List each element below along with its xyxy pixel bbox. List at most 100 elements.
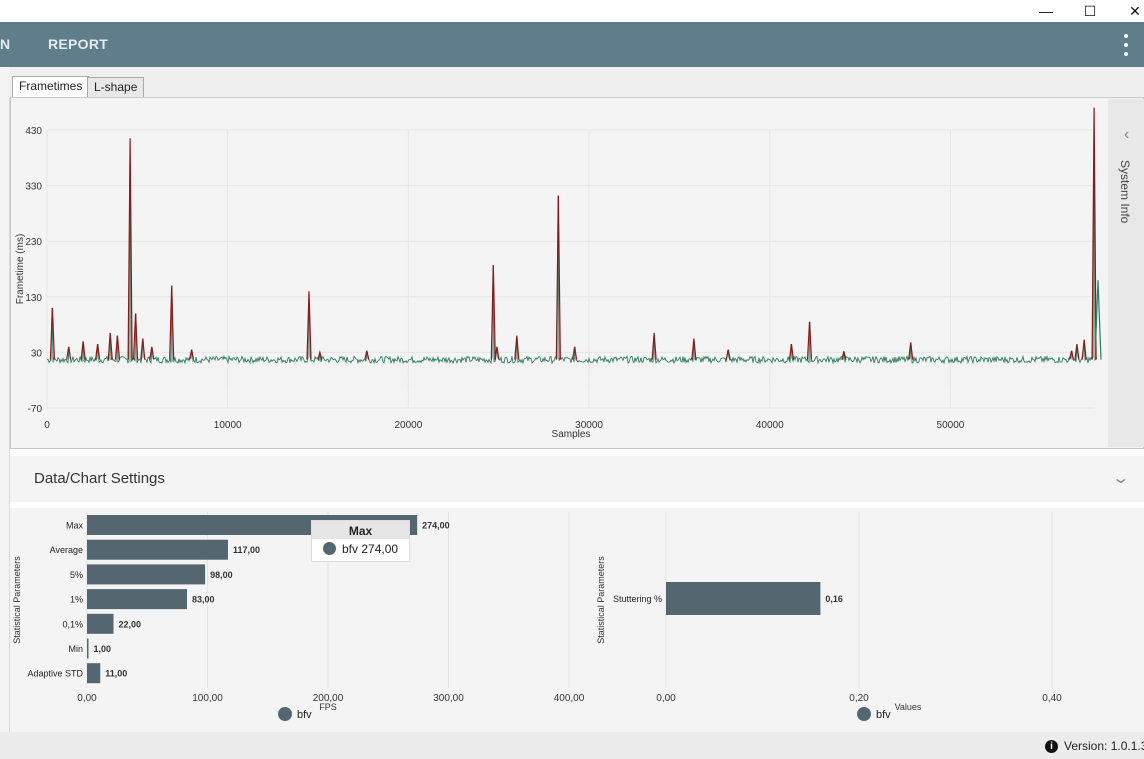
window-title-bar: — ☐ ✕ bbox=[0, 0, 1144, 22]
frametime-spike bbox=[788, 343, 795, 360]
system-info-label[interactable]: System Info bbox=[1118, 160, 1132, 224]
frametime-spike bbox=[514, 335, 520, 360]
frametime-spike bbox=[1074, 343, 1080, 360]
category-label: 0,1% bbox=[62, 619, 83, 629]
x-tick-label: 30000 bbox=[575, 420, 603, 431]
category-label: Max bbox=[66, 521, 84, 531]
legend-marker bbox=[857, 707, 871, 721]
chevron-down-icon[interactable]: ⌄ bbox=[1111, 470, 1131, 487]
category-label: 1% bbox=[70, 595, 83, 605]
y-axis-label: Statistical Parameters bbox=[596, 556, 606, 644]
chevron-left-icon[interactable]: ‹ bbox=[1124, 126, 1130, 143]
frametime-spike bbox=[572, 346, 578, 360]
x-tick-label: 50000 bbox=[937, 420, 965, 431]
frametime-spike bbox=[188, 349, 195, 360]
value-label: 22,00 bbox=[119, 619, 142, 629]
value-label: 274,00 bbox=[422, 521, 450, 531]
y-tick-label: 130 bbox=[25, 293, 42, 304]
frametime-spike bbox=[691, 338, 697, 360]
category-label: Stuttering % bbox=[613, 594, 662, 604]
y-tick-label: 330 bbox=[25, 182, 42, 193]
value-label: 1,00 bbox=[94, 644, 112, 654]
frametime-spike bbox=[490, 265, 496, 360]
x-axis-label: FPS bbox=[319, 702, 337, 712]
frametime-spike bbox=[306, 291, 312, 360]
x-tick-label: 300,00 bbox=[433, 693, 464, 704]
frametime-spike bbox=[80, 341, 86, 360]
y-tick-label: 30 bbox=[31, 348, 43, 359]
stuttering-chart: 0,00 0,20 0,40 Values Statistical Parameters… bbox=[596, 512, 1062, 721]
tab-frametimes[interactable]: Frametimes bbox=[12, 76, 90, 99]
tab-l-shape[interactable]: L-shape bbox=[87, 77, 145, 98]
settings-title: Data/Chart Settings bbox=[34, 470, 165, 487]
close-button[interactable]: ✕ bbox=[1129, 2, 1141, 19]
x-tick-label: 0,00 bbox=[656, 693, 676, 704]
frametime-spike bbox=[908, 342, 914, 360]
kebab-menu-icon[interactable] bbox=[1116, 34, 1136, 56]
frametime-spike bbox=[1081, 339, 1087, 360]
x-tick-label: 10000 bbox=[214, 420, 242, 431]
frametime-spike bbox=[140, 338, 146, 360]
value-label: 117,00 bbox=[233, 545, 260, 555]
system-info-panel[interactable] bbox=[1108, 99, 1144, 447]
status-bar bbox=[0, 732, 1144, 759]
legend-marker bbox=[278, 707, 292, 721]
frametime-spike bbox=[114, 335, 121, 360]
info-icon: i bbox=[1045, 740, 1058, 753]
minimize-button[interactable]: — bbox=[1039, 3, 1053, 19]
frametime-spike bbox=[149, 346, 155, 360]
y-axis-label: Statistical Parameters bbox=[12, 556, 22, 644]
data-chart-settings-bar[interactable] bbox=[10, 456, 1144, 502]
frametime-spike bbox=[1091, 107, 1097, 360]
y-tick-label: 430 bbox=[25, 126, 42, 137]
frametime-spike bbox=[364, 350, 370, 360]
nav-item-report[interactable]: REPORT bbox=[48, 36, 109, 52]
frametime-spike bbox=[49, 307, 56, 360]
legend-label: bfv bbox=[876, 709, 891, 721]
bar bbox=[87, 663, 101, 684]
bar bbox=[87, 638, 89, 659]
y-tick-label: 230 bbox=[25, 237, 42, 248]
tooltip-title: Max bbox=[312, 521, 409, 539]
frametime-spike bbox=[494, 346, 500, 360]
x-axis-label: Values bbox=[895, 702, 922, 712]
frametime-end-series bbox=[1094, 280, 1102, 360]
fps-statistics-chart: 0,00 100,00 200,00 300,00 400,00 FPS Statistic… bbox=[12, 512, 585, 721]
frametime-spike bbox=[127, 138, 133, 360]
x-tick-label: 40000 bbox=[756, 420, 784, 431]
value-label: 83,00 bbox=[192, 595, 215, 605]
tooltip-series-marker bbox=[323, 542, 336, 555]
category-label: Adaptive STD bbox=[27, 669, 83, 679]
x-tick-label: 0,20 bbox=[849, 693, 869, 704]
nav-item-partial[interactable]: N bbox=[0, 36, 11, 52]
x-tick-label: 20000 bbox=[394, 420, 422, 431]
x-tick-label: 0,00 bbox=[77, 693, 97, 704]
x-tick-label: 0,40 bbox=[1042, 693, 1062, 704]
bar bbox=[87, 589, 188, 610]
frametime-area bbox=[47, 107, 1097, 419]
legend-label: bfv bbox=[297, 709, 312, 721]
frametime-spike bbox=[66, 346, 72, 360]
frametime-spike bbox=[841, 351, 847, 360]
frametime-spike bbox=[1068, 350, 1075, 360]
frametime-spike bbox=[651, 332, 657, 360]
frametime-spike bbox=[555, 195, 561, 360]
bar bbox=[666, 582, 821, 615]
frametime-baseline-series bbox=[46, 107, 1098, 365]
category-label: Average bbox=[50, 545, 83, 555]
tooltip-value: bfv 274,00 bbox=[342, 542, 399, 556]
x-tick-label: 400,00 bbox=[554, 693, 585, 704]
frametime-spike bbox=[806, 321, 813, 360]
value-label: 11,00 bbox=[105, 669, 127, 679]
maximize-button[interactable]: ☐ bbox=[1083, 2, 1097, 19]
app-header: N REPORT bbox=[0, 22, 1144, 67]
version-label: Version: 1.0.1.3 bbox=[1064, 739, 1144, 753]
x-tick-label: 200,00 bbox=[313, 693, 344, 704]
frametime-spike bbox=[317, 350, 323, 360]
bar bbox=[87, 564, 206, 585]
bar bbox=[87, 539, 228, 560]
frametime-spike bbox=[107, 332, 113, 360]
category-label: 5% bbox=[70, 570, 83, 580]
left-panel-edge bbox=[0, 67, 10, 732]
frametime-spike bbox=[725, 349, 731, 360]
